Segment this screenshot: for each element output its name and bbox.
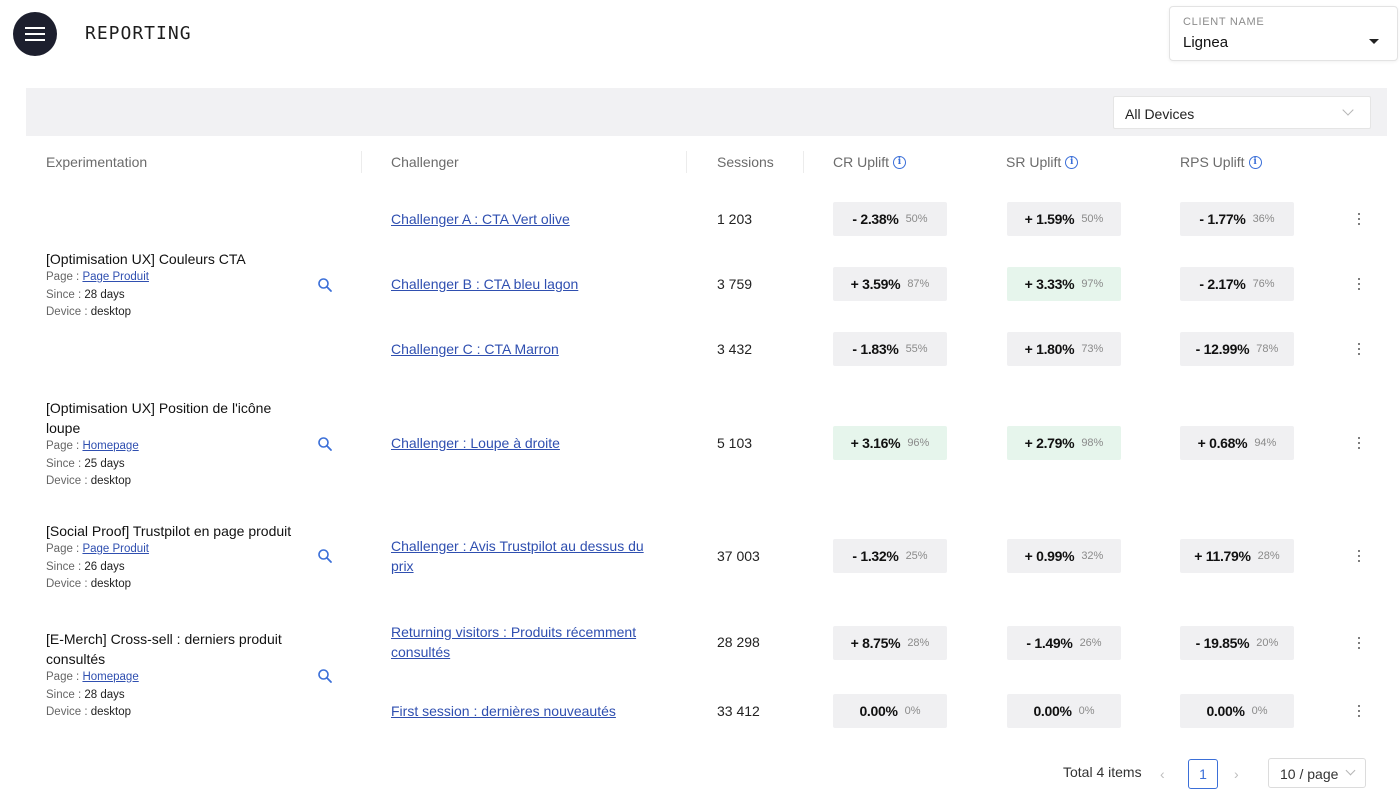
more-options-icon[interactable]	[1354, 636, 1364, 650]
experiment-device: Device : desktop	[46, 475, 132, 487]
sessions-value: 37 003	[717, 548, 760, 564]
sr-uplift-cell: + 2.79% 98%	[1007, 426, 1121, 460]
page-title: REPORTING	[85, 23, 192, 44]
search-icon[interactable]	[317, 436, 333, 452]
experiment-since: Since : 25 days	[46, 457, 125, 470]
sessions-value: 3 432	[717, 341, 753, 357]
column-header-rps-uplift: RPS Uplift i	[1180, 154, 1262, 170]
more-options-icon[interactable]	[1354, 212, 1364, 226]
experiment-since: Since : 28 days	[46, 288, 125, 301]
column-header-sr-uplift: SR Uplift i	[1006, 154, 1079, 170]
experiment-page: Page : Homepage	[46, 440, 139, 452]
sessions-value: 1 203	[717, 211, 753, 227]
experiment-page-link[interactable]: Homepage	[82, 671, 139, 683]
experiment-device: Device : desktop	[46, 706, 132, 718]
rps-uplift-cell: - 12.99% 78%	[1180, 332, 1294, 366]
challenger-link[interactable]: Challenger : Loupe à droite	[391, 435, 560, 451]
cr-uplift-cell: - 2.38% 50%	[833, 202, 947, 236]
menu-button[interactable]	[13, 12, 57, 56]
info-icon[interactable]: i	[1248, 155, 1262, 169]
client-name-label: CLIENT NAME	[1183, 16, 1265, 28]
column-divider	[686, 151, 687, 173]
sr-uplift-cell: - 1.49% 26%	[1007, 626, 1121, 660]
experiment-title: [E-Merch] Cross-sell : derniers produit …	[46, 631, 282, 667]
sessions-value: 3 759	[717, 276, 753, 292]
challenger-link[interactable]: First session : dernières nouveautés	[391, 703, 616, 719]
client-name-select[interactable]: CLIENT NAME Lignea	[1169, 6, 1398, 61]
sessions-value: 28 298	[717, 634, 760, 650]
page-size-value: 10 / page	[1280, 766, 1339, 782]
experiment-since: Since : 26 days	[46, 560, 125, 573]
more-options-icon[interactable]	[1354, 436, 1364, 450]
experiment-page: Page : Page Produit	[46, 271, 149, 283]
experiment-page: Page : Page Produit	[46, 543, 149, 555]
rps-uplift-cell: + 0.68% 94%	[1180, 426, 1294, 460]
sessions-value: 33 412	[717, 703, 760, 719]
experiment-cell: [Social Proof] Trustpilot en page produi…	[46, 521, 308, 594]
rps-uplift-cell: - 1.77% 36%	[1180, 202, 1294, 236]
challenger-link[interactable]: Challenger A : CTA Vert olive	[391, 211, 570, 227]
column-header-experimentation: Experimentation	[46, 154, 148, 170]
device-select-value: All Devices	[1125, 106, 1195, 122]
cr-uplift-cell: + 3.16% 96%	[833, 426, 947, 460]
column-header-sessions: Sessions	[717, 154, 774, 170]
cr-uplift-cell: 0.00% 0%	[833, 694, 947, 728]
rps-uplift-cell: - 19.85% 20%	[1180, 626, 1294, 660]
chevron-down-icon	[1345, 765, 1356, 776]
page-size-select[interactable]: 10 / page	[1268, 758, 1366, 788]
experiment-page-link[interactable]: Page Produit	[82, 543, 149, 555]
experiment-page: Page : Homepage	[46, 671, 139, 683]
experiment-cell: [E-Merch] Cross-sell : derniers produit …	[46, 629, 308, 722]
sr-uplift-cell: 0.00% 0%	[1007, 694, 1121, 728]
info-icon[interactable]: i	[1065, 155, 1079, 169]
pagination-total: Total 4 items	[1063, 764, 1142, 780]
cr-uplift-cell: - 1.83% 55%	[833, 332, 947, 366]
sr-uplift-cell: + 1.80% 73%	[1007, 332, 1121, 366]
experiment-title: [Optimisation UX] Position de l'icône lo…	[46, 400, 272, 436]
sessions-value: 5 103	[717, 435, 753, 451]
cr-uplift-cell: - 1.32% 25%	[833, 539, 947, 573]
experiment-page-link[interactable]: Page Produit	[82, 271, 149, 283]
search-icon[interactable]	[317, 668, 333, 684]
challenger-link[interactable]: Challenger B : CTA bleu lagon	[391, 276, 579, 292]
column-divider	[803, 151, 804, 173]
sr-uplift-cell: + 3.33% 97%	[1007, 267, 1121, 301]
column-divider	[361, 151, 362, 173]
experiment-cell: [Optimisation UX] Position de l'icône lo…	[46, 398, 308, 491]
experiment-cell: [Optimisation UX] Couleurs CTA Page : Pa…	[46, 249, 308, 322]
experiment-title: [Social Proof] Trustpilot en page produi…	[46, 523, 292, 539]
chevron-down-icon	[1342, 104, 1354, 116]
column-header-cr-uplift: CR Uplift i	[833, 154, 907, 170]
experiment-page-link[interactable]: Homepage	[82, 440, 139, 452]
experiment-device: Device : desktop	[46, 578, 132, 590]
caret-down-icon	[1369, 39, 1379, 44]
more-options-icon[interactable]	[1354, 277, 1364, 291]
chevron-right-icon[interactable]: ›	[1234, 766, 1239, 782]
sr-uplift-cell: + 0.99% 32%	[1007, 539, 1121, 573]
more-options-icon[interactable]	[1354, 342, 1364, 356]
device-select[interactable]: All Devices	[1113, 96, 1371, 129]
info-icon[interactable]: i	[893, 155, 907, 169]
column-header-challenger: Challenger	[391, 154, 459, 170]
chevron-left-icon[interactable]: ‹	[1160, 766, 1165, 782]
more-options-icon[interactable]	[1354, 704, 1364, 718]
search-icon[interactable]	[317, 277, 333, 293]
challenger-link[interactable]: Challenger C : CTA Marron	[391, 341, 559, 357]
pagination-page-1[interactable]: 1	[1188, 759, 1218, 789]
challenger-link[interactable]: Challenger : Avis Trustpilot au dessus d…	[391, 538, 644, 574]
rps-uplift-cell: 0.00% 0%	[1180, 694, 1294, 728]
rps-uplift-cell: + 11.79% 28%	[1180, 539, 1294, 573]
rps-uplift-cell: - 2.17% 76%	[1180, 267, 1294, 301]
experiment-device: Device : desktop	[46, 306, 132, 318]
hamburger-icon	[25, 27, 45, 41]
experiment-title: [Optimisation UX] Couleurs CTA	[46, 251, 246, 267]
search-icon[interactable]	[317, 548, 333, 564]
experiment-since: Since : 28 days	[46, 688, 125, 701]
sr-uplift-cell: + 1.59% 50%	[1007, 202, 1121, 236]
cr-uplift-cell: + 3.59% 87%	[833, 267, 947, 301]
client-name-value: Lignea	[1183, 34, 1229, 51]
more-options-icon[interactable]	[1354, 549, 1364, 563]
cr-uplift-cell: + 8.75% 28%	[833, 626, 947, 660]
challenger-link[interactable]: Returning visitors : Produits récemment …	[391, 624, 637, 660]
